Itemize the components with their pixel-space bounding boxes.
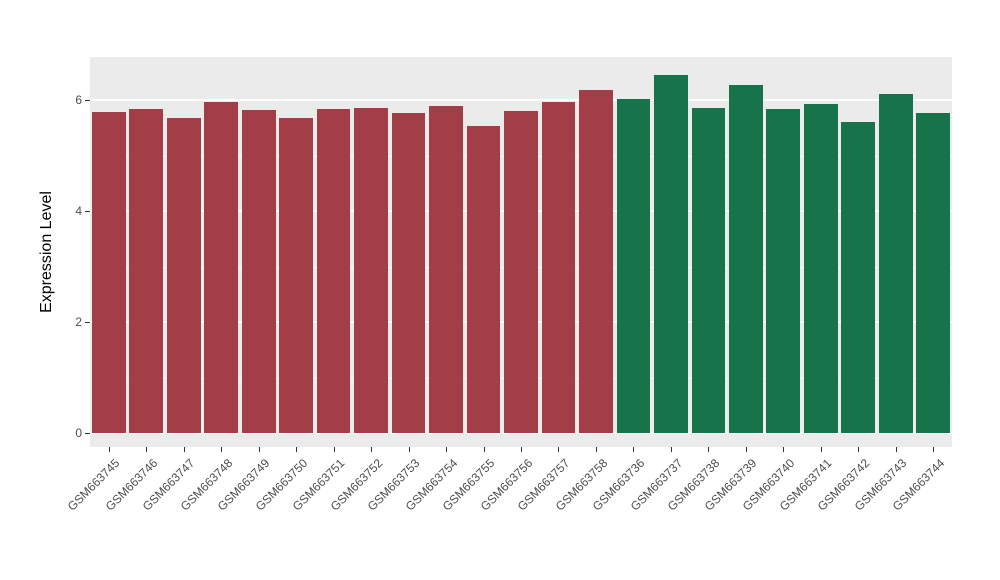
bar — [466, 126, 501, 433]
x-tick-mark — [521, 447, 522, 452]
x-tick-mark — [408, 447, 410, 452]
bar — [729, 85, 763, 433]
bar — [204, 101, 239, 433]
bar — [878, 94, 913, 433]
bar — [129, 109, 164, 433]
x-tick-mark — [221, 447, 223, 452]
y-tick-label: 2 — [75, 315, 82, 329]
bar — [579, 90, 613, 433]
x-tick-mark — [183, 447, 185, 452]
bar — [166, 118, 201, 433]
x-tick-mark — [895, 447, 897, 452]
bar — [316, 108, 351, 433]
bar — [766, 108, 801, 433]
bar — [616, 98, 651, 433]
bar — [279, 117, 313, 433]
y-tick-mark — [85, 433, 90, 434]
bar — [91, 112, 126, 433]
x-tick-mark — [595, 447, 597, 452]
x-tick-mark — [633, 447, 635, 452]
x-tick-mark — [820, 447, 822, 452]
x-tick-mark — [483, 447, 485, 452]
y-tick-mark — [85, 100, 90, 101]
x-tick-mark — [933, 447, 935, 452]
bar — [841, 121, 876, 433]
bar — [391, 112, 426, 433]
x-tick-mark — [783, 447, 785, 452]
plot-panel — [90, 57, 952, 447]
y-tick-mark — [85, 322, 90, 323]
y-tick-label: 6 — [75, 93, 82, 107]
bar — [429, 105, 463, 433]
y-tick-label: 4 — [75, 204, 82, 218]
x-tick-mark — [333, 447, 335, 452]
x-tick-mark — [258, 447, 260, 452]
x-tick-mark — [108, 447, 110, 452]
x-tick-mark — [745, 447, 747, 452]
x-tick-mark — [371, 447, 373, 452]
x-tick-mark — [446, 447, 448, 452]
gridline-major — [90, 432, 952, 434]
x-tick-mark — [558, 447, 560, 452]
bar — [504, 110, 538, 433]
y-tick-label: 0 — [75, 426, 82, 440]
gridline-major — [90, 99, 952, 101]
bar — [654, 75, 688, 433]
x-tick-mark — [858, 447, 860, 452]
bar — [916, 112, 951, 433]
x-tick-mark — [296, 447, 298, 452]
bar — [241, 109, 276, 433]
bar — [541, 102, 576, 433]
x-tick-mark — [146, 447, 148, 452]
bar — [803, 103, 838, 433]
x-tick-mark — [708, 447, 710, 452]
bar — [691, 107, 726, 433]
x-tick-mark — [670, 447, 672, 452]
y-tick-mark — [85, 211, 90, 212]
bar — [354, 108, 388, 433]
